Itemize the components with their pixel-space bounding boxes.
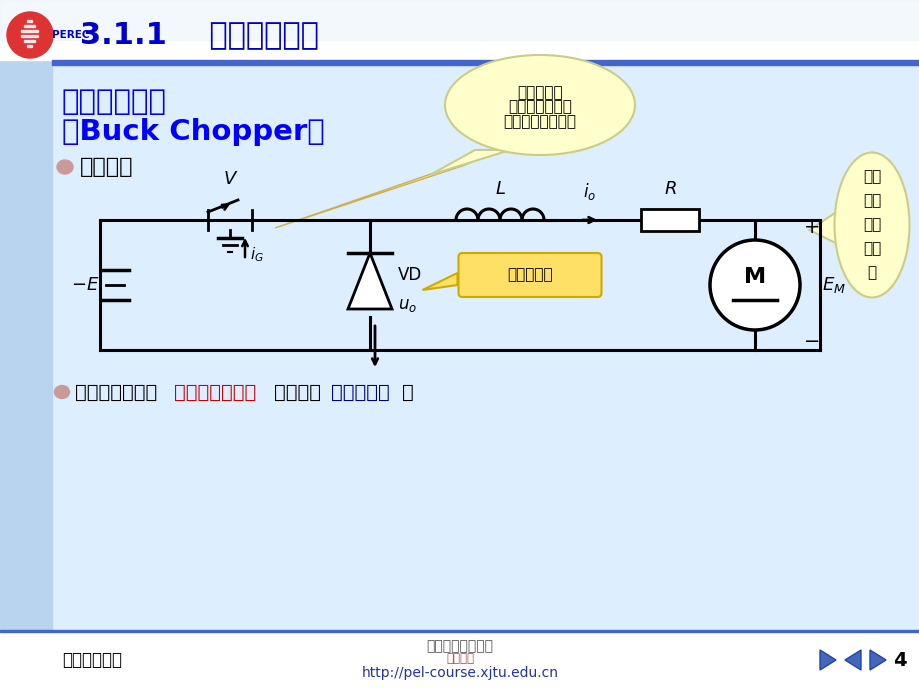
Bar: [0, 0, 919, 60]
Text: 负载: 负载: [862, 170, 880, 184]
Bar: [21, 30, 39, 32]
Text: VD: VD: [398, 266, 422, 284]
Text: 蓄电池负载: 蓄电池负载: [330, 382, 389, 402]
Text: 西交大学: 西交大学: [446, 651, 473, 664]
Text: V: V: [223, 170, 236, 188]
Polygon shape: [844, 650, 860, 670]
Bar: [0, 630, 919, 632]
Polygon shape: [275, 150, 499, 228]
Text: 。: 。: [402, 382, 413, 402]
Text: $E_M$: $E_M$: [821, 275, 845, 295]
Text: $i_o$: $i_o$: [583, 181, 596, 202]
Ellipse shape: [709, 240, 800, 330]
Polygon shape: [347, 253, 391, 309]
Polygon shape: [429, 150, 509, 175]
Text: 有辅助关断电路。: 有辅助关断电路。: [503, 115, 576, 130]
Text: 降压斩波电路: 降压斩波电路: [62, 88, 167, 116]
Text: $R$: $R$: [663, 180, 675, 198]
Bar: [0, 0, 919, 40]
Text: $i_G$: $i_G$: [250, 246, 264, 264]
Bar: [641, 209, 698, 231]
Text: 拖动直流电动机: 拖动直流电动机: [175, 382, 256, 402]
Text: M: M: [743, 267, 766, 287]
Ellipse shape: [834, 152, 909, 297]
Bar: [0, 632, 919, 690]
Bar: [0, 0, 52, 690]
Text: $u_o$: $u_o$: [398, 296, 416, 314]
Bar: [52, 60, 919, 65]
Text: 典型用途之一是: 典型用途之一是: [75, 382, 157, 402]
Ellipse shape: [54, 386, 70, 399]
Text: （Buck Chopper）: （Buck Chopper）: [62, 118, 324, 146]
Text: 电动: 电动: [862, 241, 880, 257]
Text: 势: 势: [867, 266, 876, 281]
Polygon shape: [869, 650, 885, 670]
Text: PEREC: PEREC: [52, 30, 89, 40]
Ellipse shape: [57, 160, 73, 174]
Text: ，也可带: ，也可带: [274, 382, 321, 402]
Ellipse shape: [445, 55, 634, 155]
Text: 续流二极管: 续流二极管: [506, 268, 552, 282]
Text: 电力电子技术: 电力电子技术: [62, 651, 122, 669]
Text: 的反: 的反: [862, 217, 880, 233]
Polygon shape: [422, 273, 457, 290]
Ellipse shape: [7, 12, 53, 58]
Text: 西交直流斩波电路: 西交直流斩波电路: [426, 639, 493, 653]
Text: 若为晶闸管，须: 若为晶闸管，须: [507, 99, 572, 115]
Polygon shape: [819, 650, 835, 670]
Bar: [28, 19, 32, 22]
Polygon shape: [809, 210, 839, 245]
Text: http://pel-course.xjtu.edu.cn: http://pel-course.xjtu.edu.cn: [361, 666, 558, 680]
Text: 电路结构: 电路结构: [80, 157, 133, 177]
Text: +: +: [803, 219, 820, 237]
Bar: [28, 44, 32, 47]
Text: 3.1.1    降压斩波电路: 3.1.1 降压斩波电路: [80, 21, 319, 50]
FancyBboxPatch shape: [458, 253, 601, 297]
Text: $-E$: $-E$: [71, 276, 99, 294]
Text: −: −: [803, 333, 820, 351]
Bar: [21, 34, 39, 37]
Text: 全控型器件: 全控型器件: [516, 86, 562, 101]
Bar: [25, 39, 36, 42]
Bar: [25, 25, 36, 27]
Text: 出现: 出现: [862, 193, 880, 208]
Text: 4: 4: [892, 651, 906, 669]
Text: $L$: $L$: [494, 180, 505, 198]
